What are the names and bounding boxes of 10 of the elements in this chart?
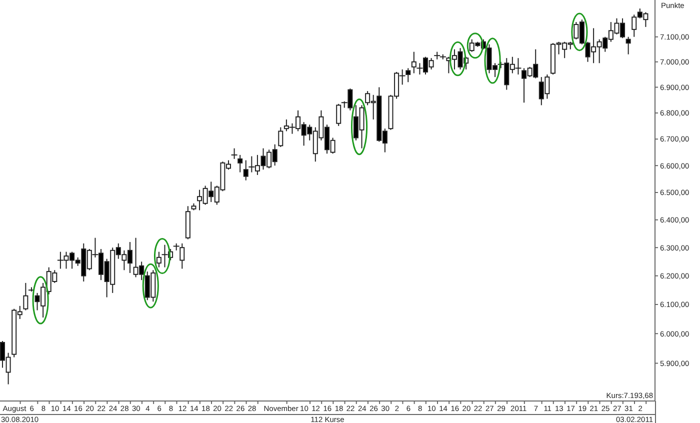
candlestick xyxy=(243,160,248,181)
candlestick xyxy=(406,68,411,83)
candlestick xyxy=(238,154,243,173)
candlestick xyxy=(336,103,342,126)
candlestick xyxy=(278,126,284,148)
candlestick xyxy=(626,36,631,55)
candlestick xyxy=(411,51,416,74)
candlestick xyxy=(156,251,162,268)
candlestick xyxy=(180,242,185,270)
candlestick xyxy=(23,282,28,311)
